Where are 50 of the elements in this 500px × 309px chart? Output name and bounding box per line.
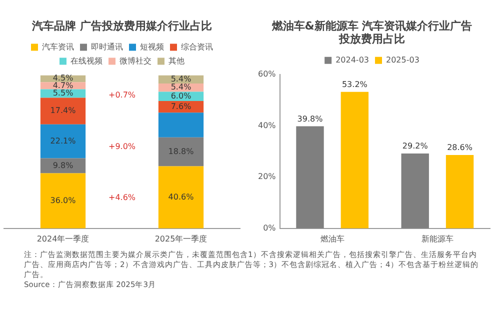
data-label: 6.0% xyxy=(170,91,192,100)
chart-title: 汽车品牌 广告投放费用媒介行业占比 xyxy=(31,19,212,32)
annotation: +9.0% xyxy=(108,142,136,151)
legend-label: 在线视频 xyxy=(70,56,102,66)
data-label: 28.6% xyxy=(447,143,473,152)
chart-title: 燃油车&新能源车 汽车资讯媒介行业广告投放费用占比 xyxy=(270,19,472,46)
legend-label: 其他 xyxy=(168,56,184,66)
data-label: 5.4% xyxy=(170,74,192,84)
legend-label: 2024-03 xyxy=(336,55,370,64)
data-label: 5.4% xyxy=(170,82,192,92)
data-label: 39.8% xyxy=(297,114,324,124)
bar xyxy=(446,154,474,228)
bar xyxy=(296,126,324,228)
legend-label: 微博社交 xyxy=(120,56,152,66)
data-label: 17.4% xyxy=(50,106,76,116)
legend-label: 即时通讯 xyxy=(91,42,123,52)
y-tick-label: 60% xyxy=(258,69,276,78)
data-label: 4.5% xyxy=(52,74,74,83)
data-label: 5.5% xyxy=(52,88,74,98)
bar xyxy=(40,124,86,158)
bar xyxy=(401,153,429,228)
annotation: +0.7% xyxy=(108,90,136,100)
bar xyxy=(40,98,86,124)
bar xyxy=(340,92,369,228)
data-label: 36.0% xyxy=(50,196,76,205)
x-tick-label: 2024年一季度 xyxy=(36,234,90,244)
bar xyxy=(158,137,204,166)
data-label: 9.8% xyxy=(52,160,74,170)
y-tick-label: 40% xyxy=(258,120,276,130)
annotation: +4.6% xyxy=(108,192,136,202)
x-tick-label: 2025年一季度 xyxy=(154,234,208,244)
data-label: 53.2% xyxy=(342,80,368,89)
data-label: 22.1% xyxy=(50,136,76,146)
data-label: 29.2% xyxy=(402,142,428,151)
bar xyxy=(158,112,204,138)
data-label: 4.7% xyxy=(52,80,74,90)
legend-label: 短视频 xyxy=(140,42,164,52)
x-tick-label: 燃油车 xyxy=(320,234,344,244)
y-tick-label: 20% xyxy=(258,172,276,182)
data-label: 7.6% xyxy=(170,102,192,111)
x-tick-label: 新能源车 xyxy=(421,234,454,244)
legend-label: 2025-03 xyxy=(386,55,420,64)
legend-label: 综合资讯 xyxy=(181,42,213,52)
data-label: 18.8% xyxy=(168,146,194,156)
data-label: 40.6% xyxy=(168,192,194,202)
legend-label: 汽车资讯 xyxy=(42,42,74,52)
bar xyxy=(158,166,204,228)
y-tick-label: 0% xyxy=(263,223,276,232)
bar xyxy=(40,173,86,228)
bar xyxy=(40,158,86,174)
